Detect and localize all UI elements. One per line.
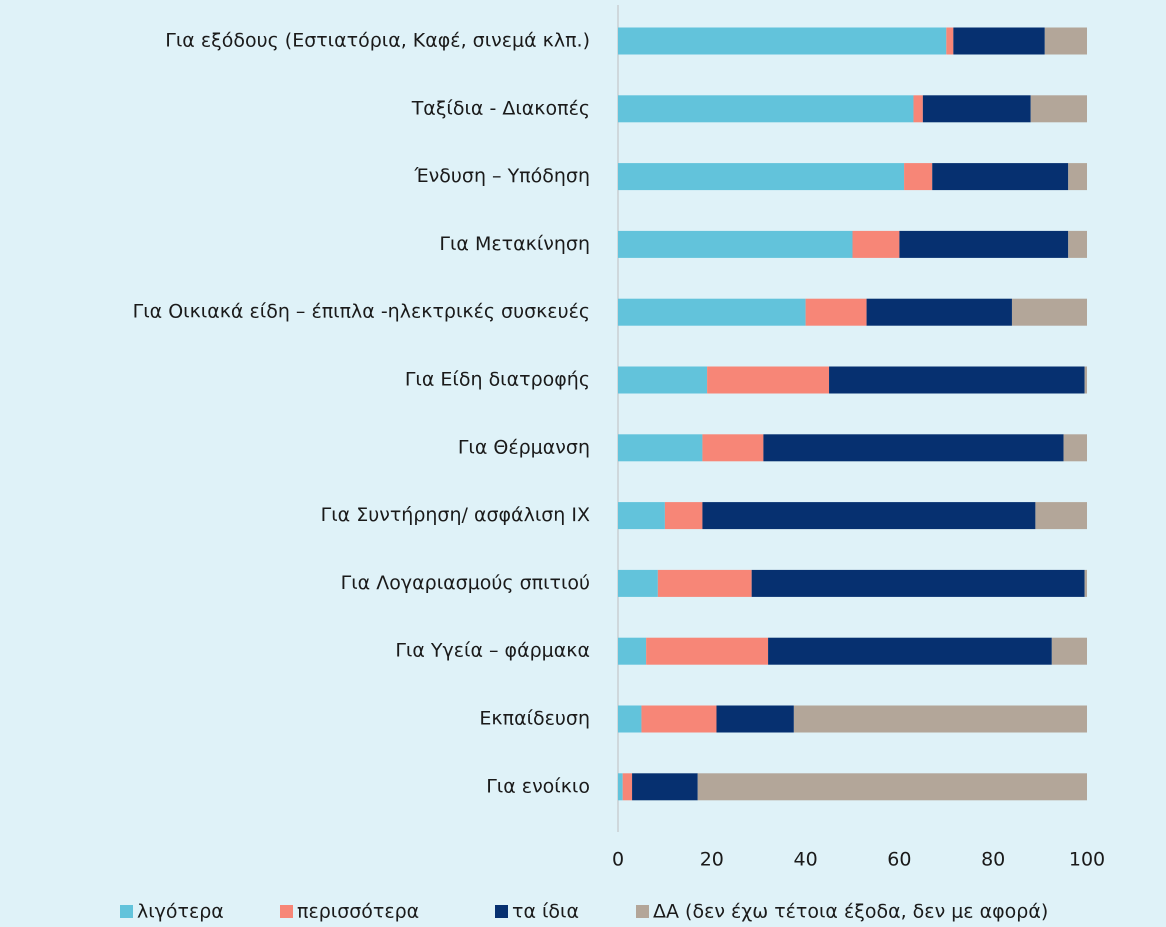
bar-segment [899, 230, 1069, 258]
bar-segment [1044, 27, 1087, 55]
x-tick-label: 40 [794, 849, 818, 871]
bar-segment [618, 569, 658, 597]
bar-segment [866, 298, 1012, 326]
x-tick-label: 20 [700, 849, 724, 871]
bar-segment [922, 95, 1031, 123]
bar-segment [1084, 366, 1087, 394]
bar-segment [904, 163, 933, 191]
bar-segment [805, 298, 867, 326]
bar-segment [716, 705, 794, 733]
bar-segment [1084, 569, 1087, 597]
bar-segment [793, 705, 1087, 733]
legend-label: περισσότερα [297, 901, 419, 923]
category-label: Ένδυση – Υπόδηση [414, 165, 591, 187]
category-label: Εκπαίδευση [479, 708, 590, 730]
x-tick-label: 0 [612, 849, 624, 871]
category-label: Για Υγεία – φάρμακα [395, 640, 590, 662]
bar-segment [641, 705, 717, 733]
legend-swatch [280, 905, 293, 918]
bar-segment [702, 434, 764, 462]
category-label: Για ενοίκιο [486, 775, 590, 797]
bar-segment [829, 366, 1085, 394]
bar-segment [697, 773, 1087, 801]
legend-swatch [120, 905, 133, 918]
legend-label: τα ίδια [512, 901, 579, 923]
bar-segment [618, 230, 853, 258]
x-tick-label: 100 [1069, 849, 1105, 871]
bar-segment [618, 502, 665, 530]
bar-segment [618, 705, 642, 733]
bar-segment [664, 502, 703, 530]
bar-segment [618, 298, 806, 326]
bar-segment [707, 366, 830, 394]
bar-segment [953, 27, 1045, 55]
bar-segment [618, 637, 647, 665]
bar-segment [618, 27, 947, 55]
category-label: Για Οικιακά είδη – έπιπλα -ηλεκτρικές συ… [133, 301, 590, 323]
bar-segment [1035, 502, 1087, 530]
category-label: Για εξόδους (Εστιατόρια, Καφέ, σινεμά κλ… [165, 30, 590, 52]
bar-segment [852, 230, 900, 258]
legend-swatch [636, 905, 649, 918]
bar-segment [618, 434, 703, 462]
bar-segment [646, 637, 769, 665]
bar-segment [622, 773, 633, 801]
category-label: Για Είδη διατροφής [405, 369, 590, 391]
bar-segment [618, 163, 905, 191]
category-label: Για Θέρμανση [458, 436, 590, 458]
x-tick-label: 60 [887, 849, 911, 871]
bar-segment [751, 569, 1085, 597]
bar-segment [1068, 163, 1087, 191]
category-label: Για Συντήρηση/ ασφάλιση ΙΧ [321, 504, 590, 526]
category-label: Για Λογαριασμούς σπιτιού [341, 572, 590, 594]
bar-segment [618, 773, 623, 801]
bar-segment [702, 502, 1036, 530]
bar-segment [1011, 298, 1087, 326]
bar-segment [618, 366, 708, 394]
bar-segment [932, 163, 1069, 191]
legend-label: λιγότερα [137, 901, 224, 923]
bar-segment [763, 434, 1064, 462]
category-label: Για Μετακίνηση [439, 233, 590, 255]
x-tick-label: 80 [981, 849, 1005, 871]
category-label: Ταξίδια - Διακοπές [411, 97, 590, 119]
bar-segment [657, 569, 752, 597]
legend-label: ΔΑ (δεν έχω τέτοια έξοδα, δεν με αφορά) [653, 901, 1048, 923]
legend-swatch [495, 905, 508, 918]
bar-segment [946, 27, 954, 55]
bar-segment [632, 773, 698, 801]
bar-segment [913, 95, 923, 123]
bar-segment [618, 95, 914, 123]
bar-segment [1030, 95, 1087, 123]
bar-segment [768, 637, 1052, 665]
bar-segment [1068, 230, 1087, 258]
bar-segment [1051, 637, 1087, 665]
bar-segment [1063, 434, 1087, 462]
